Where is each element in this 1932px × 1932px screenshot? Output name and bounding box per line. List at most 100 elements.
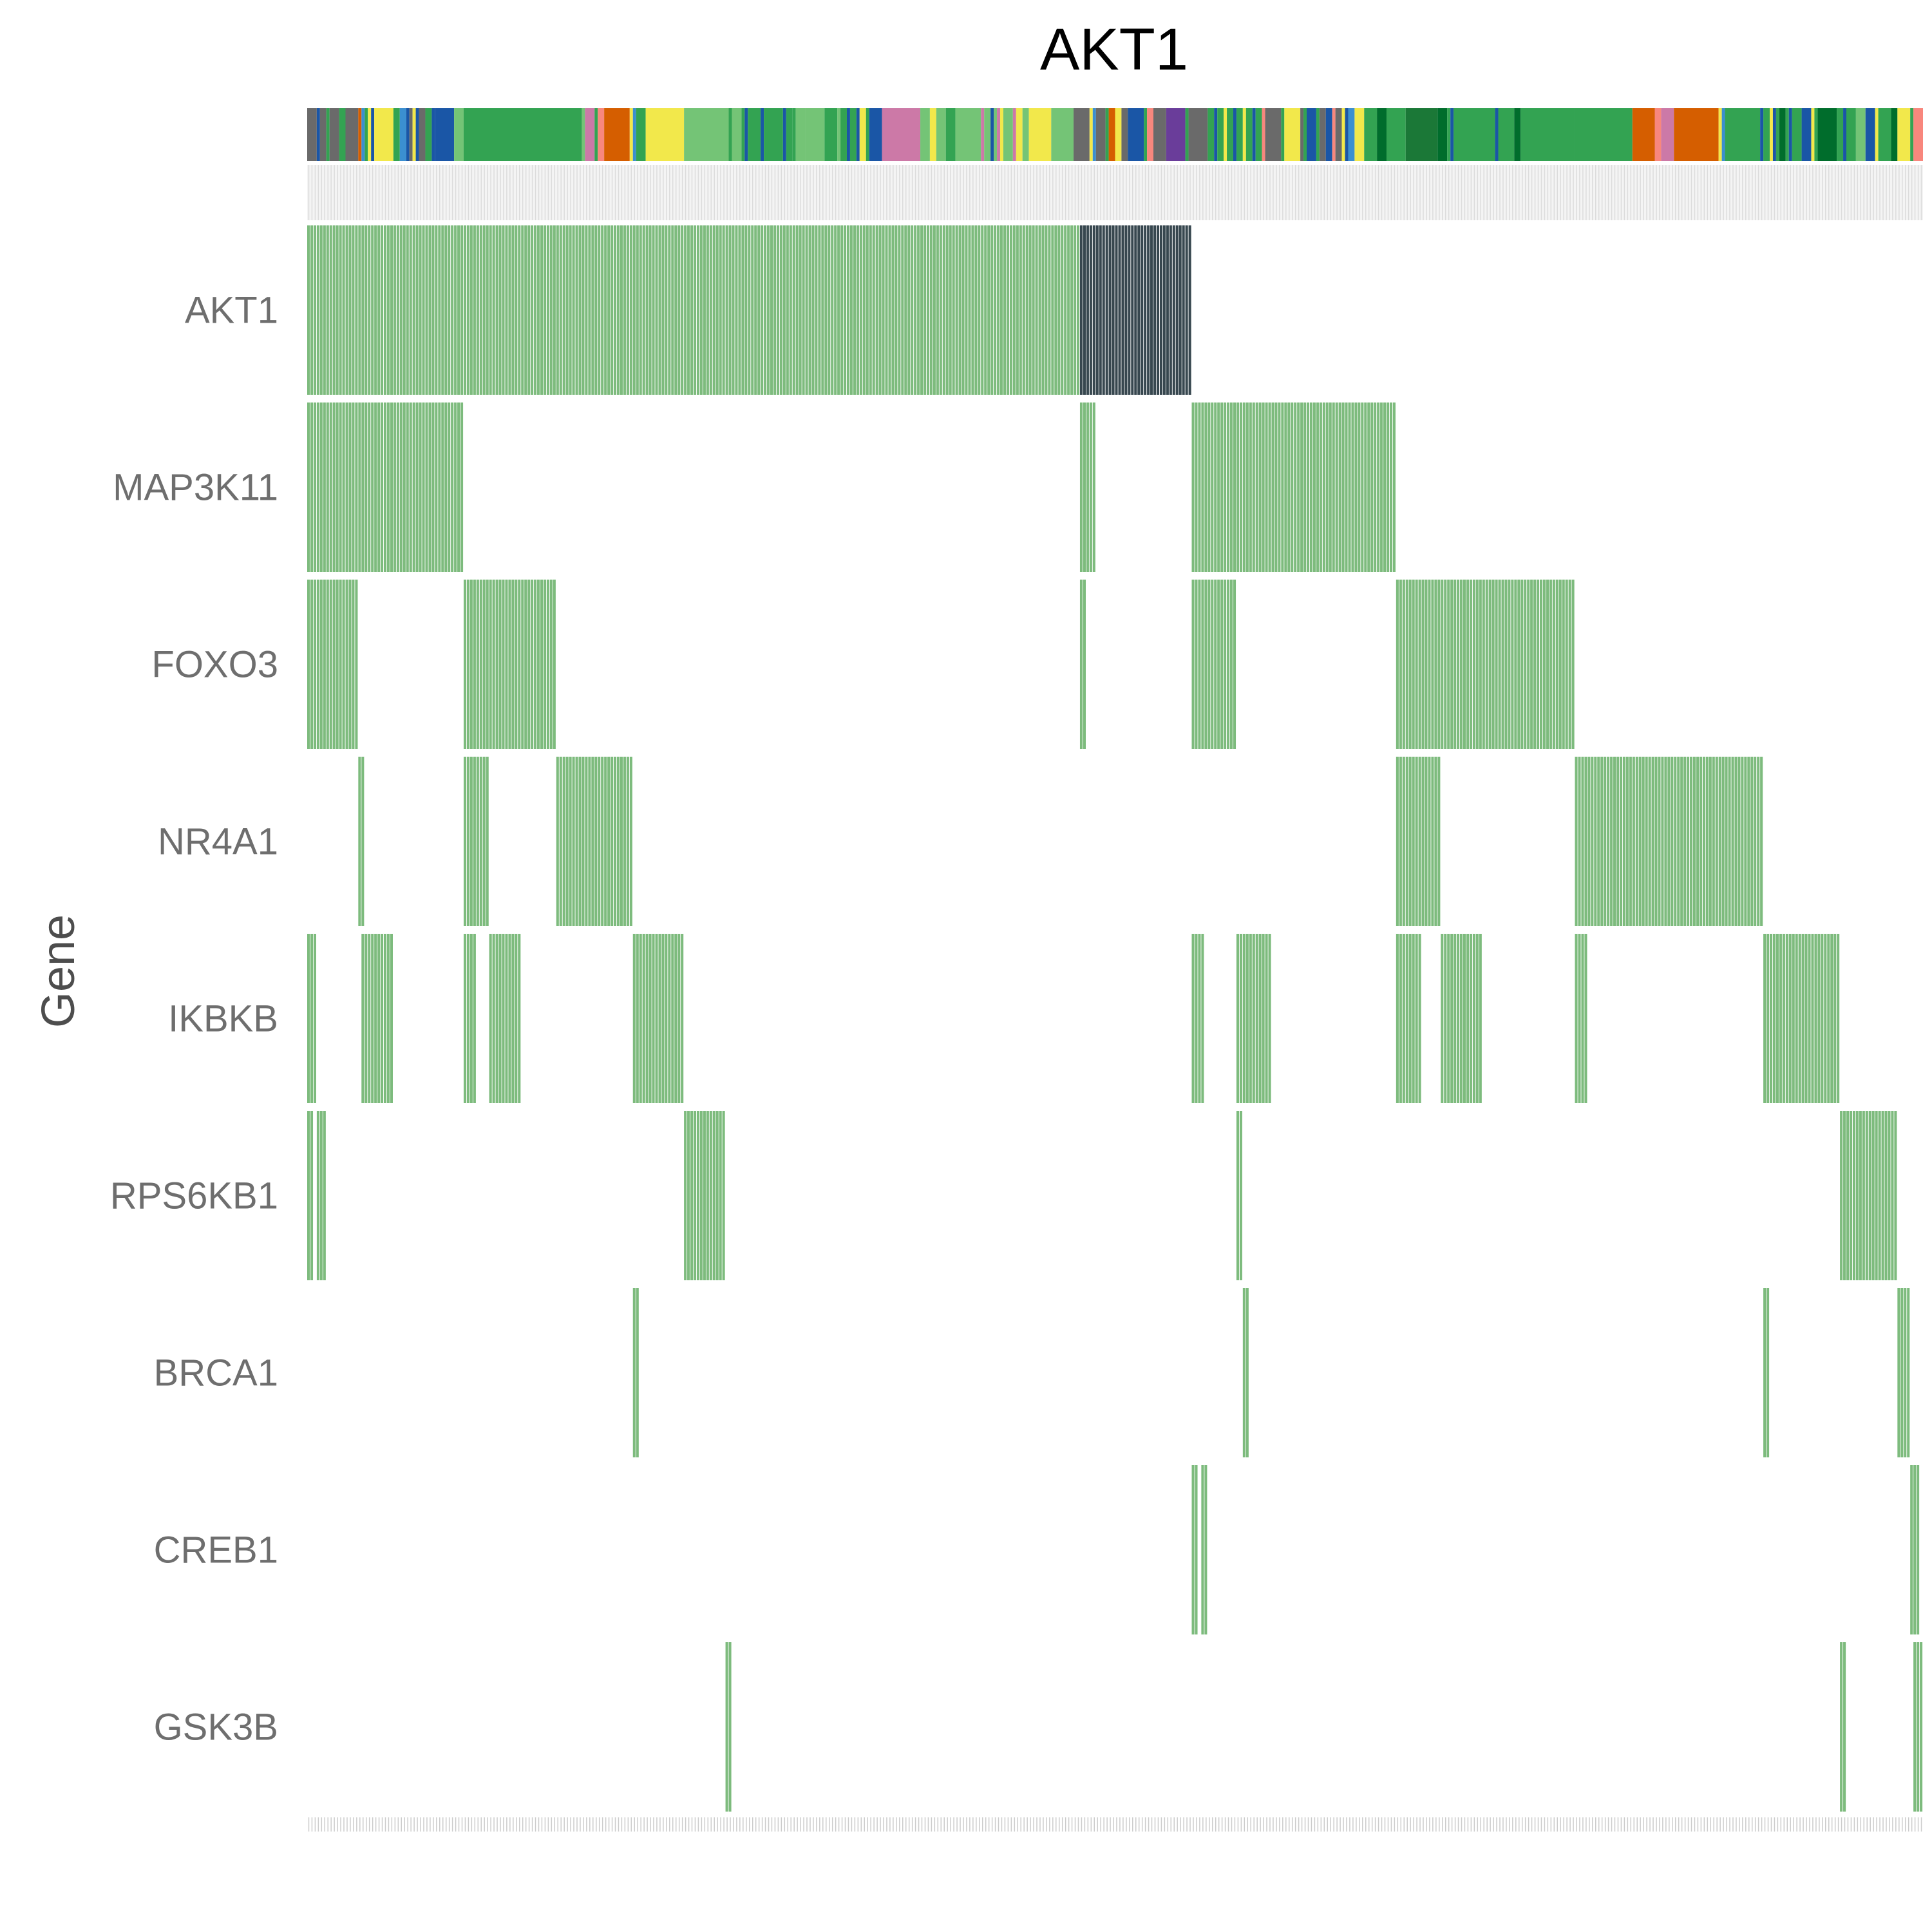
annotation-bg-tick-501	[1908, 165, 1909, 220]
cell-akt1-231	[1045, 225, 1048, 395]
cell-map3k11-313	[1307, 402, 1310, 572]
annotation-bg-tick-77	[554, 165, 556, 220]
annotation-segment-110	[1325, 108, 1332, 161]
bottom-tick-19	[368, 1817, 370, 1832]
annotation-bg-tick-118	[685, 165, 687, 220]
bottom-tick-502	[1911, 1817, 1913, 1832]
cell-akt1-204	[958, 225, 961, 395]
cell-nr4a1-354	[1437, 757, 1441, 926]
cell-akt1-220	[1009, 225, 1012, 395]
bottom-tick-249	[1103, 1817, 1104, 1832]
cell-akt1-33	[412, 225, 415, 395]
cell-foxo3-362	[1463, 580, 1466, 749]
annotation-segment-155	[1875, 108, 1879, 161]
annotation-segment-61	[945, 108, 956, 161]
annotation-bg-tick-143	[764, 165, 766, 220]
cell-map3k11-8	[332, 402, 336, 572]
bottom-tick-378	[1515, 1817, 1517, 1832]
cell-nr4a1-347	[1415, 757, 1418, 926]
cell-nr4a1-87	[585, 757, 588, 926]
annotation-segment-91	[1214, 108, 1218, 161]
bottom-tick-475	[1825, 1817, 1826, 1832]
cell-akt1-44	[448, 225, 451, 395]
cell-akt1-274	[1182, 225, 1185, 395]
bottom-tick-383	[1531, 1817, 1533, 1832]
cell-akt1-97	[616, 225, 620, 395]
annotation-segment-1	[316, 108, 320, 161]
cell-ikbkb-460	[1776, 934, 1779, 1103]
annotation-segment-49	[837, 108, 841, 161]
bottom-tick-336	[1381, 1817, 1383, 1832]
annotation-bg-tick-480	[1841, 165, 1842, 220]
annotation-bg-tick-283	[1211, 165, 1213, 220]
annotation-bg-tick-315	[1314, 165, 1316, 220]
cell-rps6kb1-3	[316, 1111, 319, 1280]
cell-akt1-137	[744, 225, 748, 395]
bottom-tick-243	[1084, 1817, 1086, 1832]
bottom-tick-413	[1627, 1817, 1629, 1832]
annotation-bg-tick-229	[1039, 165, 1041, 220]
bottom-tick-442	[1719, 1817, 1721, 1832]
bottom-tick-347	[1416, 1817, 1417, 1832]
bottom-tick-372	[1496, 1817, 1497, 1832]
cell-foxo3-366	[1475, 580, 1479, 749]
annotation-segment-134	[1718, 108, 1722, 161]
annotation-bg-tick-177	[873, 165, 875, 220]
cell-foxo3-364	[1469, 580, 1472, 749]
cell-foxo3-382	[1527, 580, 1530, 749]
cell-akt1-196	[933, 225, 936, 395]
cell-foxo3-68	[524, 580, 527, 749]
cell-foxo3-56	[486, 580, 489, 749]
cell-akt1-50	[466, 225, 469, 395]
cell-akt1-256	[1124, 225, 1128, 395]
cell-nr4a1-90	[594, 757, 598, 926]
cell-map3k11-332	[1367, 402, 1370, 572]
annotation-segment-140	[1772, 108, 1776, 161]
cell-akt1-118	[684, 225, 687, 395]
cell-foxo3-71	[534, 580, 537, 749]
annotation-bg-tick-219	[1007, 165, 1009, 220]
cell-map3k11-244	[1086, 402, 1089, 572]
cell-rps6kb1-128	[715, 1111, 719, 1280]
annotation-bg-tick-181	[886, 165, 887, 220]
cell-foxo3-350	[1425, 580, 1428, 749]
bottom-tick-33	[413, 1817, 415, 1832]
annotation-bg-tick-113	[669, 165, 670, 220]
annotation-segment-24	[463, 108, 582, 161]
cell-nr4a1-353	[1434, 757, 1437, 926]
annotation-bg-tick-210	[979, 165, 980, 220]
annotation-segment-77	[1092, 108, 1096, 161]
annotation-bg-tick-308	[1291, 165, 1293, 220]
cell-akt1-74	[543, 225, 546, 395]
annotation-bg-tick-459	[1774, 165, 1776, 220]
annotation-segment-9	[365, 108, 368, 161]
cell-ikbkb-117	[681, 934, 684, 1103]
bottom-tick-88	[589, 1817, 591, 1832]
annotation-bg-tick-390	[1553, 165, 1555, 220]
cell-akt1-55	[482, 225, 486, 395]
annotation-bg-tick-297	[1256, 165, 1258, 220]
cell-foxo3-369	[1485, 580, 1488, 749]
annotation-bg-tick-387	[1544, 165, 1546, 220]
bottom-tick-348	[1419, 1817, 1421, 1832]
cell-map3k11-26	[390, 402, 393, 572]
annotation-bg-tick-293	[1244, 165, 1245, 220]
cell-akt1-84	[575, 225, 578, 395]
annotation-segment-12	[374, 108, 393, 161]
annotation-bg-tick-411	[1620, 165, 1622, 220]
cell-rps6kb1-0	[307, 1111, 310, 1280]
cell-nr4a1-89	[591, 757, 594, 926]
bottom-tick-441	[1716, 1817, 1718, 1832]
bottom-tick-143	[764, 1817, 766, 1832]
cell-akt1-257	[1128, 225, 1131, 395]
cell-akt1-75	[546, 225, 549, 395]
annotation-bg-tick-233	[1052, 165, 1054, 220]
cell-map3k11-319	[1325, 402, 1329, 572]
cell-ikbkb-355	[1441, 934, 1444, 1103]
annotation-segment-71	[1016, 108, 1023, 161]
bottom-tick-497	[1895, 1817, 1897, 1832]
cell-ikbkb-22	[377, 934, 381, 1103]
cell-nr4a1-406	[1604, 757, 1607, 926]
cell-akt1-114	[671, 225, 674, 395]
bottom-tick-397	[1576, 1817, 1577, 1832]
